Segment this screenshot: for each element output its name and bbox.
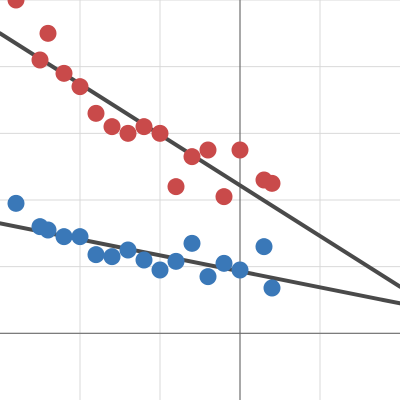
data-point-series-1 [167, 178, 185, 196]
data-point-series-1 [151, 124, 169, 142]
data-point-series-2 [87, 246, 105, 264]
data-point-series-1 [119, 124, 137, 142]
data-point-series-2 [183, 234, 201, 252]
data-point-series-1 [135, 118, 153, 136]
data-point-series-1 [263, 174, 281, 192]
data-point-series-2 [71, 228, 89, 246]
data-point-series-2 [103, 248, 121, 266]
data-point-series-1 [215, 188, 233, 206]
data-point-series-2 [55, 228, 73, 246]
data-point-series-1 [71, 78, 89, 96]
data-point-series-1 [55, 64, 73, 82]
data-point-series-1 [231, 141, 249, 159]
data-point-series-2 [135, 251, 153, 269]
data-point-series-1 [87, 104, 105, 122]
data-point-series-1 [199, 141, 217, 159]
data-point-series-2 [167, 252, 185, 270]
data-point-series-1 [31, 51, 49, 69]
data-point-series-2 [7, 194, 25, 212]
data-points [7, 0, 281, 297]
data-point-series-1 [183, 148, 201, 166]
data-point-series-1 [7, 0, 25, 9]
data-point-series-2 [199, 268, 217, 286]
data-point-series-2 [119, 241, 137, 259]
data-point-series-2 [255, 238, 273, 256]
data-point-series-2 [263, 279, 281, 297]
data-point-series-2 [231, 261, 249, 279]
data-point-series-2 [151, 261, 169, 279]
data-point-series-2 [215, 254, 233, 272]
data-point-series-1 [103, 118, 121, 136]
data-point-series-2 [39, 221, 57, 239]
data-point-series-1 [39, 24, 57, 42]
